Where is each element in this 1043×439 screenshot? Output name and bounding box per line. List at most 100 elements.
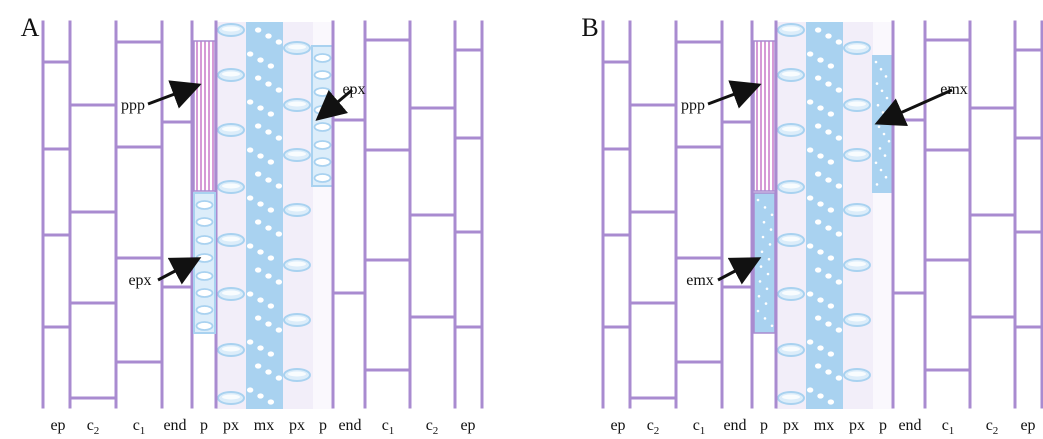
xylem-dot — [836, 327, 842, 332]
xylem-dot — [807, 147, 813, 152]
xylem-dot — [836, 39, 842, 44]
emx-speck — [885, 75, 888, 78]
annotation-arrow — [158, 260, 196, 280]
xylem-dot — [807, 99, 813, 104]
disc-highlight — [848, 152, 866, 157]
tissue-label: c1 — [942, 417, 955, 437]
xylem-dot — [255, 123, 261, 128]
xylem-dot — [268, 207, 274, 212]
emx-speck — [763, 221, 766, 224]
xylem-dot — [817, 345, 823, 350]
disc-highlight — [848, 207, 866, 212]
disc-highlight — [782, 237, 800, 242]
xylem-dot — [828, 303, 834, 308]
xylem-dot — [828, 159, 834, 164]
tissue-label-subscript: 2 — [993, 425, 999, 437]
disc-highlight — [782, 72, 800, 77]
tissue-label: c2 — [647, 417, 660, 437]
xylem-dot — [255, 75, 261, 80]
disc-highlight — [222, 237, 240, 242]
xylem-dot — [257, 297, 263, 302]
xylem-dot — [276, 183, 282, 188]
tissue-label: c1 — [693, 417, 706, 437]
disc-highlight — [288, 207, 306, 212]
epx-pit — [315, 123, 331, 131]
xylem-dot — [807, 195, 813, 200]
xylem-dot — [836, 279, 842, 284]
xylem-dot — [268, 159, 274, 164]
disc-highlight — [782, 127, 800, 132]
xylem-dot — [825, 129, 831, 134]
disc-highlight — [848, 262, 866, 267]
xylem-dot — [825, 369, 831, 374]
tissue-label: c1 — [133, 417, 146, 437]
disc-highlight — [222, 27, 240, 32]
xylem-dot — [817, 105, 823, 110]
xylem-dot — [247, 387, 253, 392]
xylem-dot — [247, 195, 253, 200]
xylem-dot — [836, 87, 842, 92]
tissue-label: p — [879, 417, 887, 434]
tissue-label-subscript: 1 — [700, 425, 706, 437]
emx-speck — [876, 82, 879, 85]
xylem-dot — [276, 279, 282, 284]
tissue-label: end — [338, 417, 361, 434]
emx-speck — [880, 169, 883, 172]
disc-highlight — [848, 45, 866, 50]
disc-highlight — [222, 184, 240, 189]
tissue-label-subscript: 2 — [654, 425, 660, 437]
xylem-dot — [807, 51, 813, 56]
tissue-label: ep — [610, 417, 625, 434]
disc-highlight — [782, 395, 800, 400]
emx-speck — [878, 126, 881, 129]
xylem-dot — [836, 375, 842, 380]
disc-highlight — [288, 262, 306, 267]
emx-speck — [885, 176, 888, 179]
xylem-dot — [828, 111, 834, 116]
xylem-dot — [265, 273, 271, 278]
annotation-arrow — [148, 86, 196, 104]
tissue-label-subscript: 1 — [949, 425, 955, 437]
tissue-label: mx — [814, 417, 834, 434]
xylem-dot — [825, 33, 831, 38]
tissue-label-subscript: 1 — [140, 425, 146, 437]
epx-pit — [197, 201, 213, 209]
xylem-dot — [257, 153, 263, 158]
xylem-dot — [257, 105, 263, 110]
emx-speck — [884, 154, 887, 157]
tissue-label: px — [783, 417, 799, 434]
disc-highlight — [222, 72, 240, 77]
disc-highlight — [848, 102, 866, 107]
tissue-label: p — [319, 417, 327, 434]
tissue-label: p — [200, 417, 208, 434]
xylem-dot — [247, 147, 253, 152]
tissue-label: c2 — [986, 417, 999, 437]
xylem-dot — [247, 339, 253, 344]
emx-speck — [883, 133, 886, 136]
xylem-dot — [807, 243, 813, 248]
xylem-dot — [276, 87, 282, 92]
tissue-label: mx — [254, 417, 274, 434]
emx-speck — [875, 61, 878, 64]
xylem-dot — [807, 387, 813, 392]
epx-pit — [315, 158, 331, 166]
epx-pit — [197, 272, 213, 280]
emx-speck — [764, 206, 767, 209]
emx-speck — [766, 288, 769, 291]
tissue-label: ep — [1020, 417, 1035, 434]
tissue-label: px — [849, 417, 865, 434]
ectopic-metaxylem-right — [872, 55, 893, 193]
tissue-label-subscript: 1 — [389, 425, 395, 437]
xylem-dot — [247, 99, 253, 104]
epx-pit — [197, 306, 213, 314]
xylem-dot — [828, 63, 834, 68]
xylem-dot — [817, 57, 823, 62]
metaxylem-column — [806, 22, 843, 409]
xylem-dot — [836, 231, 842, 236]
emx-speck — [771, 325, 774, 328]
emx-speck — [769, 243, 772, 246]
emx-speck — [888, 140, 891, 143]
xylem-dot — [257, 345, 263, 350]
emx-speck — [879, 147, 882, 150]
